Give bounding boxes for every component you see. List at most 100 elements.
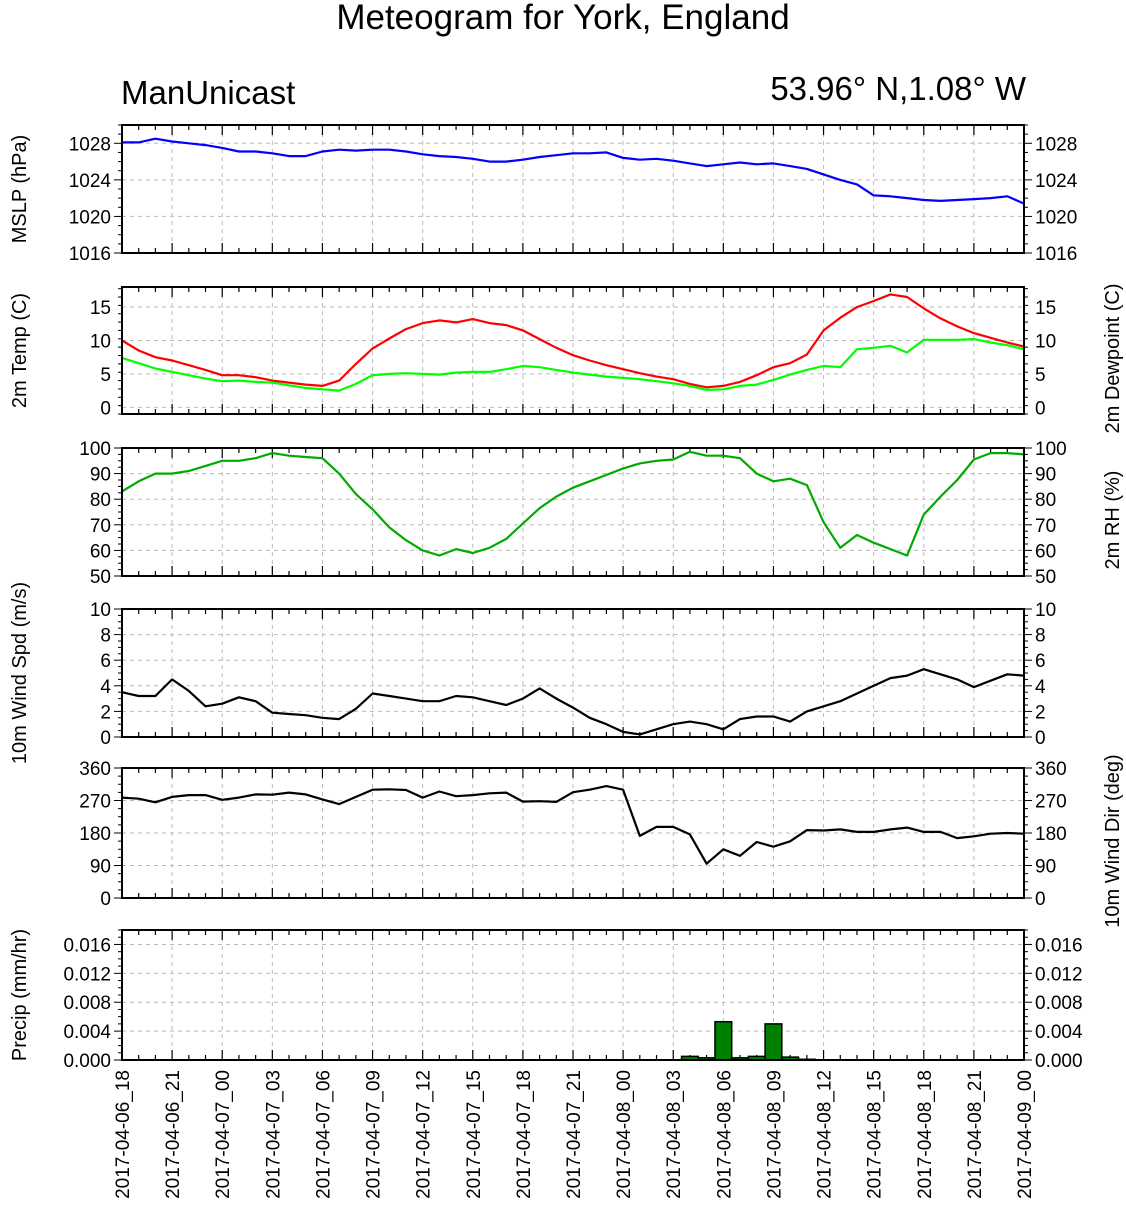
data-point <box>856 692 858 695</box>
data-point <box>421 700 424 702</box>
x-tick-label: 2017-04-07_18 <box>514 1070 535 1199</box>
y-tick-label-left: 5 <box>100 365 111 386</box>
data-point <box>388 526 391 529</box>
y-tick-label-left: 1024 <box>69 171 112 192</box>
data-point <box>405 697 407 700</box>
data-point <box>989 452 992 454</box>
y-tick-label-left: 180 <box>79 824 111 845</box>
model-label: ManUnicast <box>121 74 296 111</box>
y-axis-label-left: Precip (mm/hr) <box>9 929 31 1061</box>
x-tick-label: 2017-04-08_09 <box>764 1070 785 1199</box>
data-point <box>839 366 842 369</box>
precip-bar <box>714 1020 733 1061</box>
data-point <box>204 144 207 146</box>
data-point <box>388 695 391 697</box>
data-point <box>171 359 173 362</box>
panel-1: 0 0 5 5 10 10 15 15 2m Temp (C) 2m Dewpoint (C) <box>9 283 1124 433</box>
y-tick-label-left: 0 <box>100 728 111 749</box>
data-point <box>154 472 157 475</box>
data-point <box>471 371 474 373</box>
data-point <box>872 194 875 197</box>
data-point <box>254 381 257 383</box>
data-point <box>622 467 624 470</box>
data-point <box>455 795 457 797</box>
y-tick-label-right: 0.016 <box>1035 935 1083 956</box>
data-point <box>906 554 908 557</box>
data-point <box>889 293 892 296</box>
data-point <box>572 486 574 489</box>
y-tick-label-left: 0.004 <box>63 1022 111 1043</box>
data-point <box>572 371 574 374</box>
data-point <box>321 150 324 153</box>
x-tick-label: 2017-04-07_03 <box>263 1070 284 1199</box>
data-point <box>137 141 140 144</box>
data-point <box>321 717 324 719</box>
x-tick-label: 2017-04-08_21 <box>965 1070 986 1199</box>
data-point <box>522 800 524 803</box>
data-point <box>1006 341 1009 344</box>
data-point <box>989 337 992 339</box>
data-point <box>171 678 173 681</box>
y-tick-label-left: 0.008 <box>63 993 111 1014</box>
y-tick-label-left: 60 <box>90 541 111 562</box>
data-point <box>171 796 173 798</box>
y-tick-label-left: 360 <box>79 759 111 780</box>
data-point <box>421 373 424 375</box>
data-point <box>254 150 257 153</box>
y-tick-label-left: 1020 <box>69 207 111 228</box>
data-point <box>137 797 140 800</box>
data-point <box>188 364 190 367</box>
y-tick-label-left: 90 <box>90 857 111 878</box>
data-point <box>471 158 474 160</box>
data-point <box>505 368 507 371</box>
data-point <box>538 687 541 690</box>
data-point <box>455 156 457 158</box>
data-point <box>405 150 407 153</box>
location-label: 53.96° N,1.08° W <box>770 70 1026 107</box>
y-tick-label-left: 1028 <box>69 134 111 155</box>
x-tick-label: 2017-04-07_09 <box>364 1070 385 1199</box>
data-point <box>922 831 925 833</box>
y-tick-label-left: 10 <box>90 331 111 352</box>
data-point <box>705 723 708 725</box>
y-tick-label-left: 1016 <box>69 244 111 265</box>
data-point <box>689 833 691 836</box>
data-point <box>355 363 357 365</box>
x-tick-label: 2017-04-07_21 <box>564 1070 585 1199</box>
data-point <box>455 321 457 324</box>
data-point <box>438 790 441 793</box>
data-point <box>789 373 791 376</box>
y-tick-label-left: 4 <box>100 677 111 698</box>
data-point <box>538 800 541 803</box>
data-point <box>772 366 775 369</box>
data-point <box>371 347 374 350</box>
data-point <box>1006 452 1009 454</box>
data-point <box>705 862 708 865</box>
y-tick-label-right: 2 <box>1035 702 1046 723</box>
data-point <box>605 723 608 725</box>
data-point <box>171 371 173 373</box>
data-point <box>856 534 858 536</box>
data-point <box>204 465 207 467</box>
data-point <box>221 460 224 462</box>
data-point <box>271 379 274 382</box>
y-tick-label-left: 100 <box>79 439 111 460</box>
x-tick-label: 2017-04-06_21 <box>163 1070 184 1199</box>
data-point <box>689 162 691 165</box>
data-point <box>288 155 290 157</box>
y-axis-label-left: 10m Wind Spd (m/s) <box>9 582 31 764</box>
data-point <box>405 372 407 375</box>
x-tick-label: 2017-04-08_15 <box>865 1070 886 1199</box>
y-tick-label-left: 0 <box>100 889 111 910</box>
data-point <box>188 794 190 796</box>
data-point <box>639 835 641 837</box>
y-tick-label-right: 0 <box>1035 728 1046 749</box>
data-point <box>238 796 240 799</box>
precip-bar <box>764 1023 783 1061</box>
data-point <box>939 673 942 676</box>
data-point <box>689 451 691 453</box>
data-point <box>722 163 725 166</box>
data-point <box>388 373 391 375</box>
data-point <box>154 367 157 370</box>
data-point <box>188 374 190 377</box>
